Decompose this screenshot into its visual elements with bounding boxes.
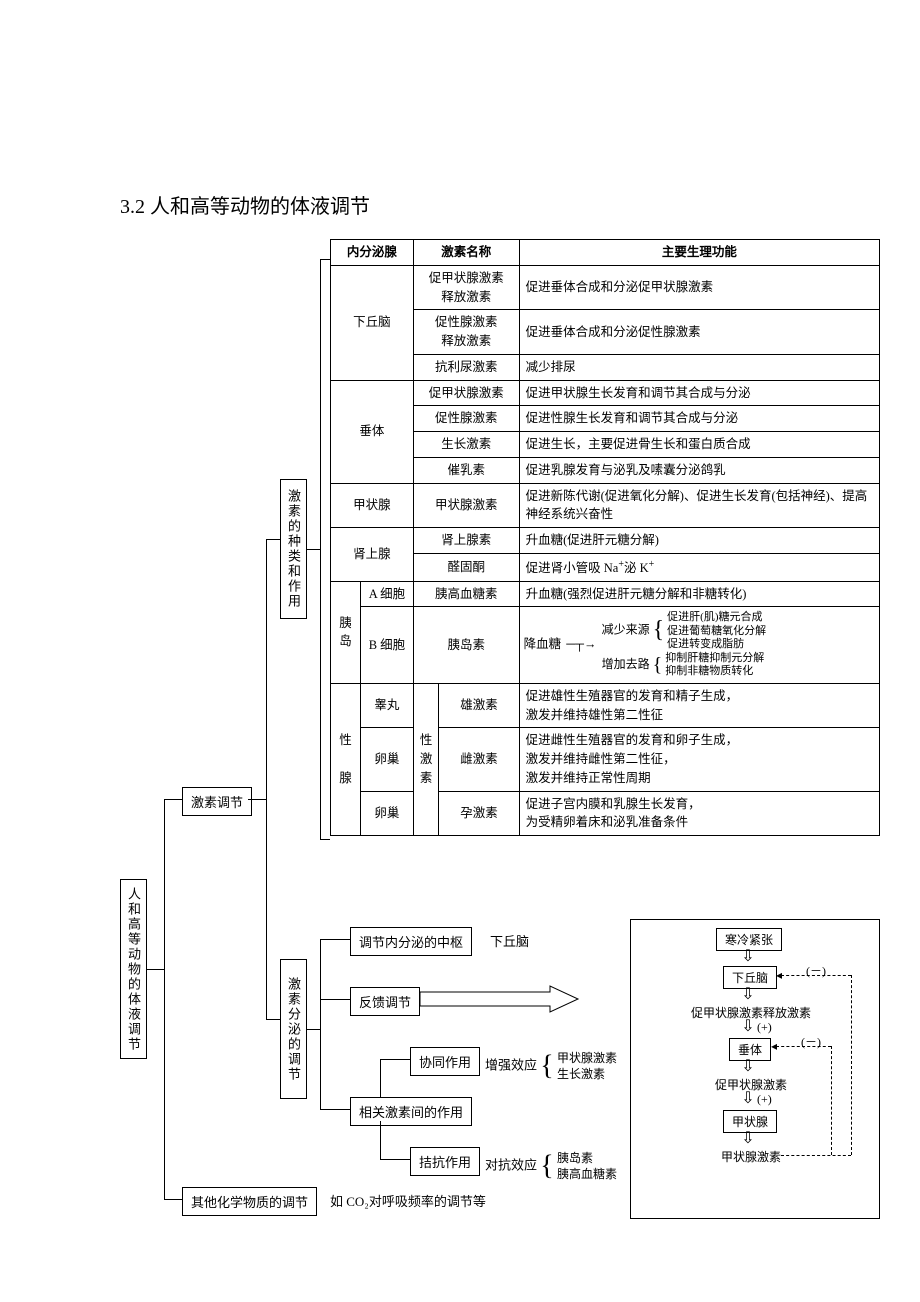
plus-label: (+) bbox=[757, 1092, 772, 1107]
cell: 孕激素 bbox=[439, 791, 519, 836]
interaction-box: 相关激素间的作用 bbox=[350, 1097, 472, 1126]
cell: 促进甲状腺生长发育和调节其合成与分泌 bbox=[519, 380, 879, 406]
minus-label: (－) bbox=[801, 1033, 821, 1050]
cell: 促性腺激素 bbox=[413, 406, 519, 432]
cell: 促进新陈代谢(促进氧化分解)、促进生长发育(包括神经)、提高神经系统兴奋性 bbox=[519, 483, 879, 528]
cell: 性激素 bbox=[413, 683, 439, 835]
cell: 抗利尿激素 bbox=[413, 354, 519, 380]
cell: 胰高血糖素 bbox=[413, 581, 519, 607]
big-arrow-icon bbox=[420, 984, 580, 1014]
other-regulation-box: 其他化学物质的调节 bbox=[182, 1187, 317, 1216]
cell: 促进垂体合成和分泌促甲状腺激素 bbox=[519, 265, 879, 310]
arrow-left-icon: ◂ bbox=[771, 1039, 777, 1054]
down-arrow-icon: ⇩ bbox=[741, 1092, 755, 1106]
cell: 胰岛素 bbox=[413, 607, 519, 684]
cell: 促进雌性生殖器官的发育和卵子生成，激发并维持雌性第二性征，激发并维持正常性周期 bbox=[519, 728, 879, 791]
hormone-table: 内分泌腺 激素名称 主要生理功能 下丘脑 促甲状腺激素释放激素 促进垂体合成和分… bbox=[330, 239, 880, 836]
feedback-flowchart: 寒冷紧张 ⇩ 下丘脑 ⇩ 促甲状腺激素释放激素 ⇩ (+) 垂体 ⇩ 促甲状腺激… bbox=[630, 919, 880, 1219]
cell: 升血糖(强烈促进肝元糖分解和非糖转化) bbox=[519, 581, 879, 607]
cell: 睾丸 bbox=[361, 683, 414, 728]
cell: B 细胞 bbox=[361, 607, 414, 684]
cell: 降血糖 ─┬→ 减少来源 { 促进肝(肌)糖元合成促进葡萄糖氧化分解促进转变成脂… bbox=[519, 607, 879, 684]
cell: 促进乳腺发育与泌乳及嗉囊分泌鸽乳 bbox=[519, 457, 879, 483]
cell: 促甲状腺激素释放激素 bbox=[413, 265, 519, 310]
th-name: 激素名称 bbox=[413, 240, 519, 266]
down-arrow-icon: ⇩ bbox=[741, 950, 755, 964]
synergy-label: 增强效应 { 甲状腺激素 生长激素 bbox=[485, 1051, 617, 1082]
cell: 促进肾小管吸 Na+泌 K+ bbox=[519, 553, 879, 581]
antagonism-label: 对抗效应 { 胰岛素 胰高血糖素 bbox=[485, 1151, 617, 1182]
cell: 卵巢 bbox=[361, 728, 414, 791]
cell: 垂体 bbox=[331, 380, 414, 483]
cell: 促性腺激素释放激素 bbox=[413, 310, 519, 355]
secretion-regulation-box: 激素分泌的调节 bbox=[280, 959, 307, 1099]
cell: A 细胞 bbox=[361, 581, 414, 607]
cell: 促进生长，主要促进骨生长和蛋白质合成 bbox=[519, 432, 879, 458]
cell: 促进雄性生殖器官的发育和精子生成，激发并维持雄性第二性征 bbox=[519, 683, 879, 728]
cell: 下丘脑 bbox=[331, 265, 414, 380]
root-box: 人和高等动物的体液调节 bbox=[120, 879, 147, 1059]
minus-label: (－) bbox=[806, 962, 826, 979]
hormone-regulation-box: 激素调节 bbox=[182, 787, 252, 816]
antagonism-box: 拮抗作用 bbox=[410, 1147, 480, 1176]
cell: 生长激素 bbox=[413, 432, 519, 458]
arrow-left-icon: ◂ bbox=[776, 968, 782, 983]
th-func: 主要生理功能 bbox=[519, 240, 879, 266]
cell: 促进子宫内膜和乳腺生长发育，为受精卵着床和泌乳准备条件 bbox=[519, 791, 879, 836]
cell: 肾上腺素 bbox=[413, 528, 519, 554]
flow-th: 甲状腺激素 bbox=[706, 1148, 796, 1165]
cell: 肾上腺 bbox=[331, 528, 414, 582]
cell: 性腺 bbox=[331, 683, 361, 835]
cell: 催乳素 bbox=[413, 457, 519, 483]
center-box: 调节内分泌的中枢 bbox=[350, 927, 472, 956]
center-label: 下丘脑 bbox=[490, 931, 529, 950]
down-arrow-icon: ⇩ bbox=[741, 1020, 755, 1034]
cell: 雄激素 bbox=[439, 683, 519, 728]
th-gland: 内分泌腺 bbox=[331, 240, 414, 266]
cell: 促甲状腺激素 bbox=[413, 380, 519, 406]
cell: 甲状腺激素 bbox=[413, 483, 519, 528]
down-arrow-icon: ⇩ bbox=[741, 988, 755, 1002]
cell: 减少排尿 bbox=[519, 354, 879, 380]
cell: 促进垂体合成和分泌促性腺激素 bbox=[519, 310, 879, 355]
cell: 醛固酮 bbox=[413, 553, 519, 581]
plus-label: (+) bbox=[757, 1020, 772, 1035]
hormone-types-box: 激素的种类和作用 bbox=[280, 479, 307, 619]
cell: 胰岛 bbox=[331, 581, 361, 683]
feedback-box: 反馈调节 bbox=[350, 987, 420, 1016]
cell: 甲状腺 bbox=[331, 483, 414, 528]
page-title: 3.2 人和高等动物的体液调节 bbox=[120, 190, 880, 219]
cell: 促进性腺生长发育和调节其合成与分泌 bbox=[519, 406, 879, 432]
cell: 雌激素 bbox=[439, 728, 519, 791]
down-arrow-icon: ⇩ bbox=[741, 1060, 755, 1074]
other-example-label: 如 CO₂对呼吸频率的调节等 bbox=[330, 1191, 486, 1210]
cell: 卵巢 bbox=[361, 791, 414, 836]
diagram-root: 人和高等动物的体液调节 激素调节 其他化学物质的调节 如 CO₂对呼吸频率的调节… bbox=[120, 239, 880, 1239]
synergy-box: 协同作用 bbox=[410, 1047, 480, 1076]
down-arrow-icon: ⇩ bbox=[741, 1132, 755, 1146]
cell: 升血糖(促进肝元糖分解) bbox=[519, 528, 879, 554]
